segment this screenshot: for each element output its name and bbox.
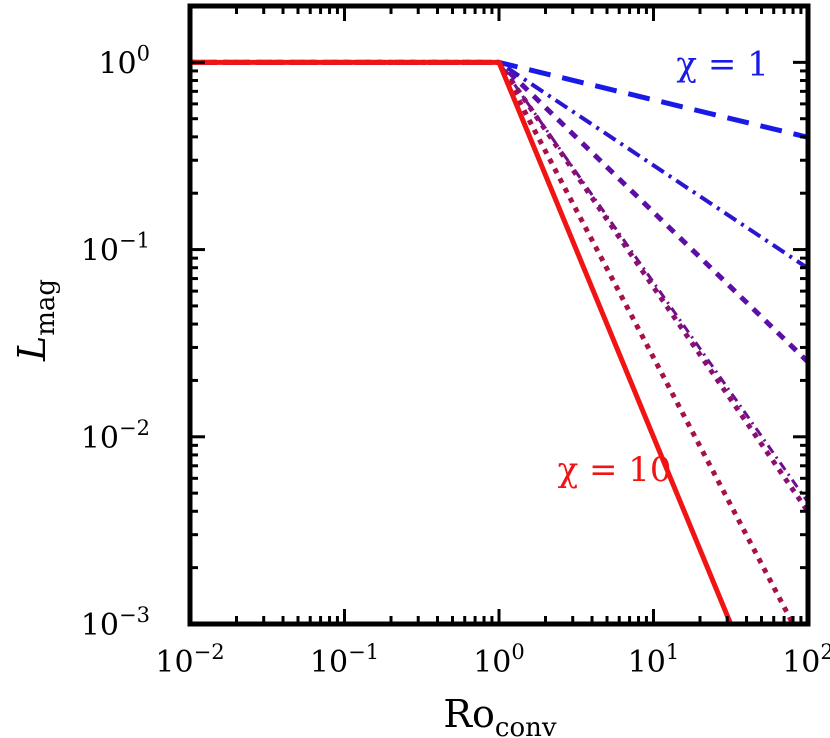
x-tick-label: 10−1 [310, 640, 379, 680]
annotations: χ = 1 χ = 10 [558, 45, 769, 491]
series-line-chi-10 [190, 59, 734, 624]
series-line-chi-3 [190, 59, 808, 364]
x-tick-label: 100 [473, 640, 525, 680]
y-tick-label: 10−1 [81, 229, 150, 269]
series-line-chi-5 [190, 59, 808, 514]
ticks-layer [188, 4, 810, 626]
axis-labels: Roconv Lmag [10, 279, 557, 738]
y-tick-label: 10−3 [81, 603, 150, 643]
annotation-label: χ = 1 [676, 45, 768, 85]
x-tick-label: 10−2 [155, 640, 224, 680]
annotation-label: χ = 10 [558, 450, 672, 490]
y-tick-label: 100 [98, 41, 150, 81]
y-axis-label: Lmag [10, 279, 61, 362]
series-line-chi-7 [190, 59, 796, 624]
plot-frame [187, 3, 811, 627]
x-tick-label: 101 [628, 640, 680, 680]
x-tick-label: 102 [782, 640, 830, 680]
series-layer [190, 59, 808, 624]
series-line-chi-2 [190, 60, 808, 270]
x-axis-label: Roconv [443, 692, 556, 738]
y-tick-label: 10−2 [81, 416, 150, 456]
series-line-chi-4 [190, 60, 808, 504]
